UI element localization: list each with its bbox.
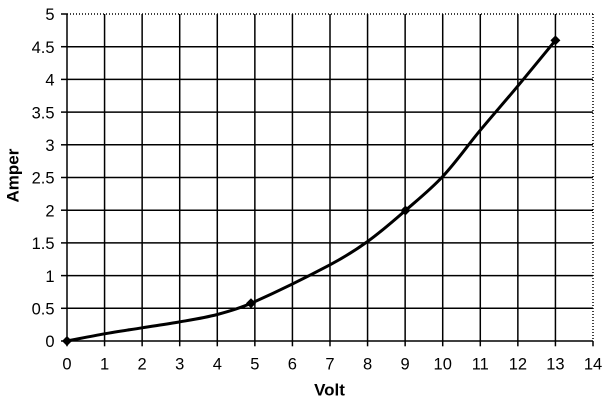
svg-text:3: 3 [45, 137, 54, 155]
svg-text:1: 1 [100, 355, 109, 373]
svg-text:4: 4 [45, 72, 54, 90]
svg-text:10: 10 [434, 355, 452, 373]
svg-text:1: 1 [45, 268, 54, 286]
svg-text:8: 8 [363, 355, 372, 373]
svg-text:7: 7 [325, 355, 334, 373]
svg-text:0: 0 [62, 355, 71, 373]
svg-text:5: 5 [250, 355, 259, 373]
svg-text:9: 9 [401, 355, 410, 373]
svg-text:14: 14 [584, 355, 602, 373]
svg-text:13: 13 [546, 355, 564, 373]
svg-text:1.5: 1.5 [32, 235, 55, 253]
svg-text:0.5: 0.5 [32, 301, 55, 319]
svg-text:4: 4 [213, 355, 222, 373]
svg-text:5: 5 [45, 6, 54, 24]
svg-text:11: 11 [472, 355, 489, 373]
svg-text:Volt: Volt [314, 381, 345, 400]
svg-text:0: 0 [45, 333, 54, 351]
svg-text:3: 3 [175, 355, 184, 373]
svg-text:2: 2 [45, 202, 54, 220]
svg-text:12: 12 [509, 355, 527, 373]
svg-text:4.5: 4.5 [32, 39, 55, 57]
svg-text:2: 2 [138, 355, 147, 373]
svg-text:2.5: 2.5 [32, 170, 55, 188]
svg-text:6: 6 [288, 355, 297, 373]
svg-text:3.5: 3.5 [32, 104, 55, 122]
svg-text:Amper: Amper [4, 148, 23, 202]
